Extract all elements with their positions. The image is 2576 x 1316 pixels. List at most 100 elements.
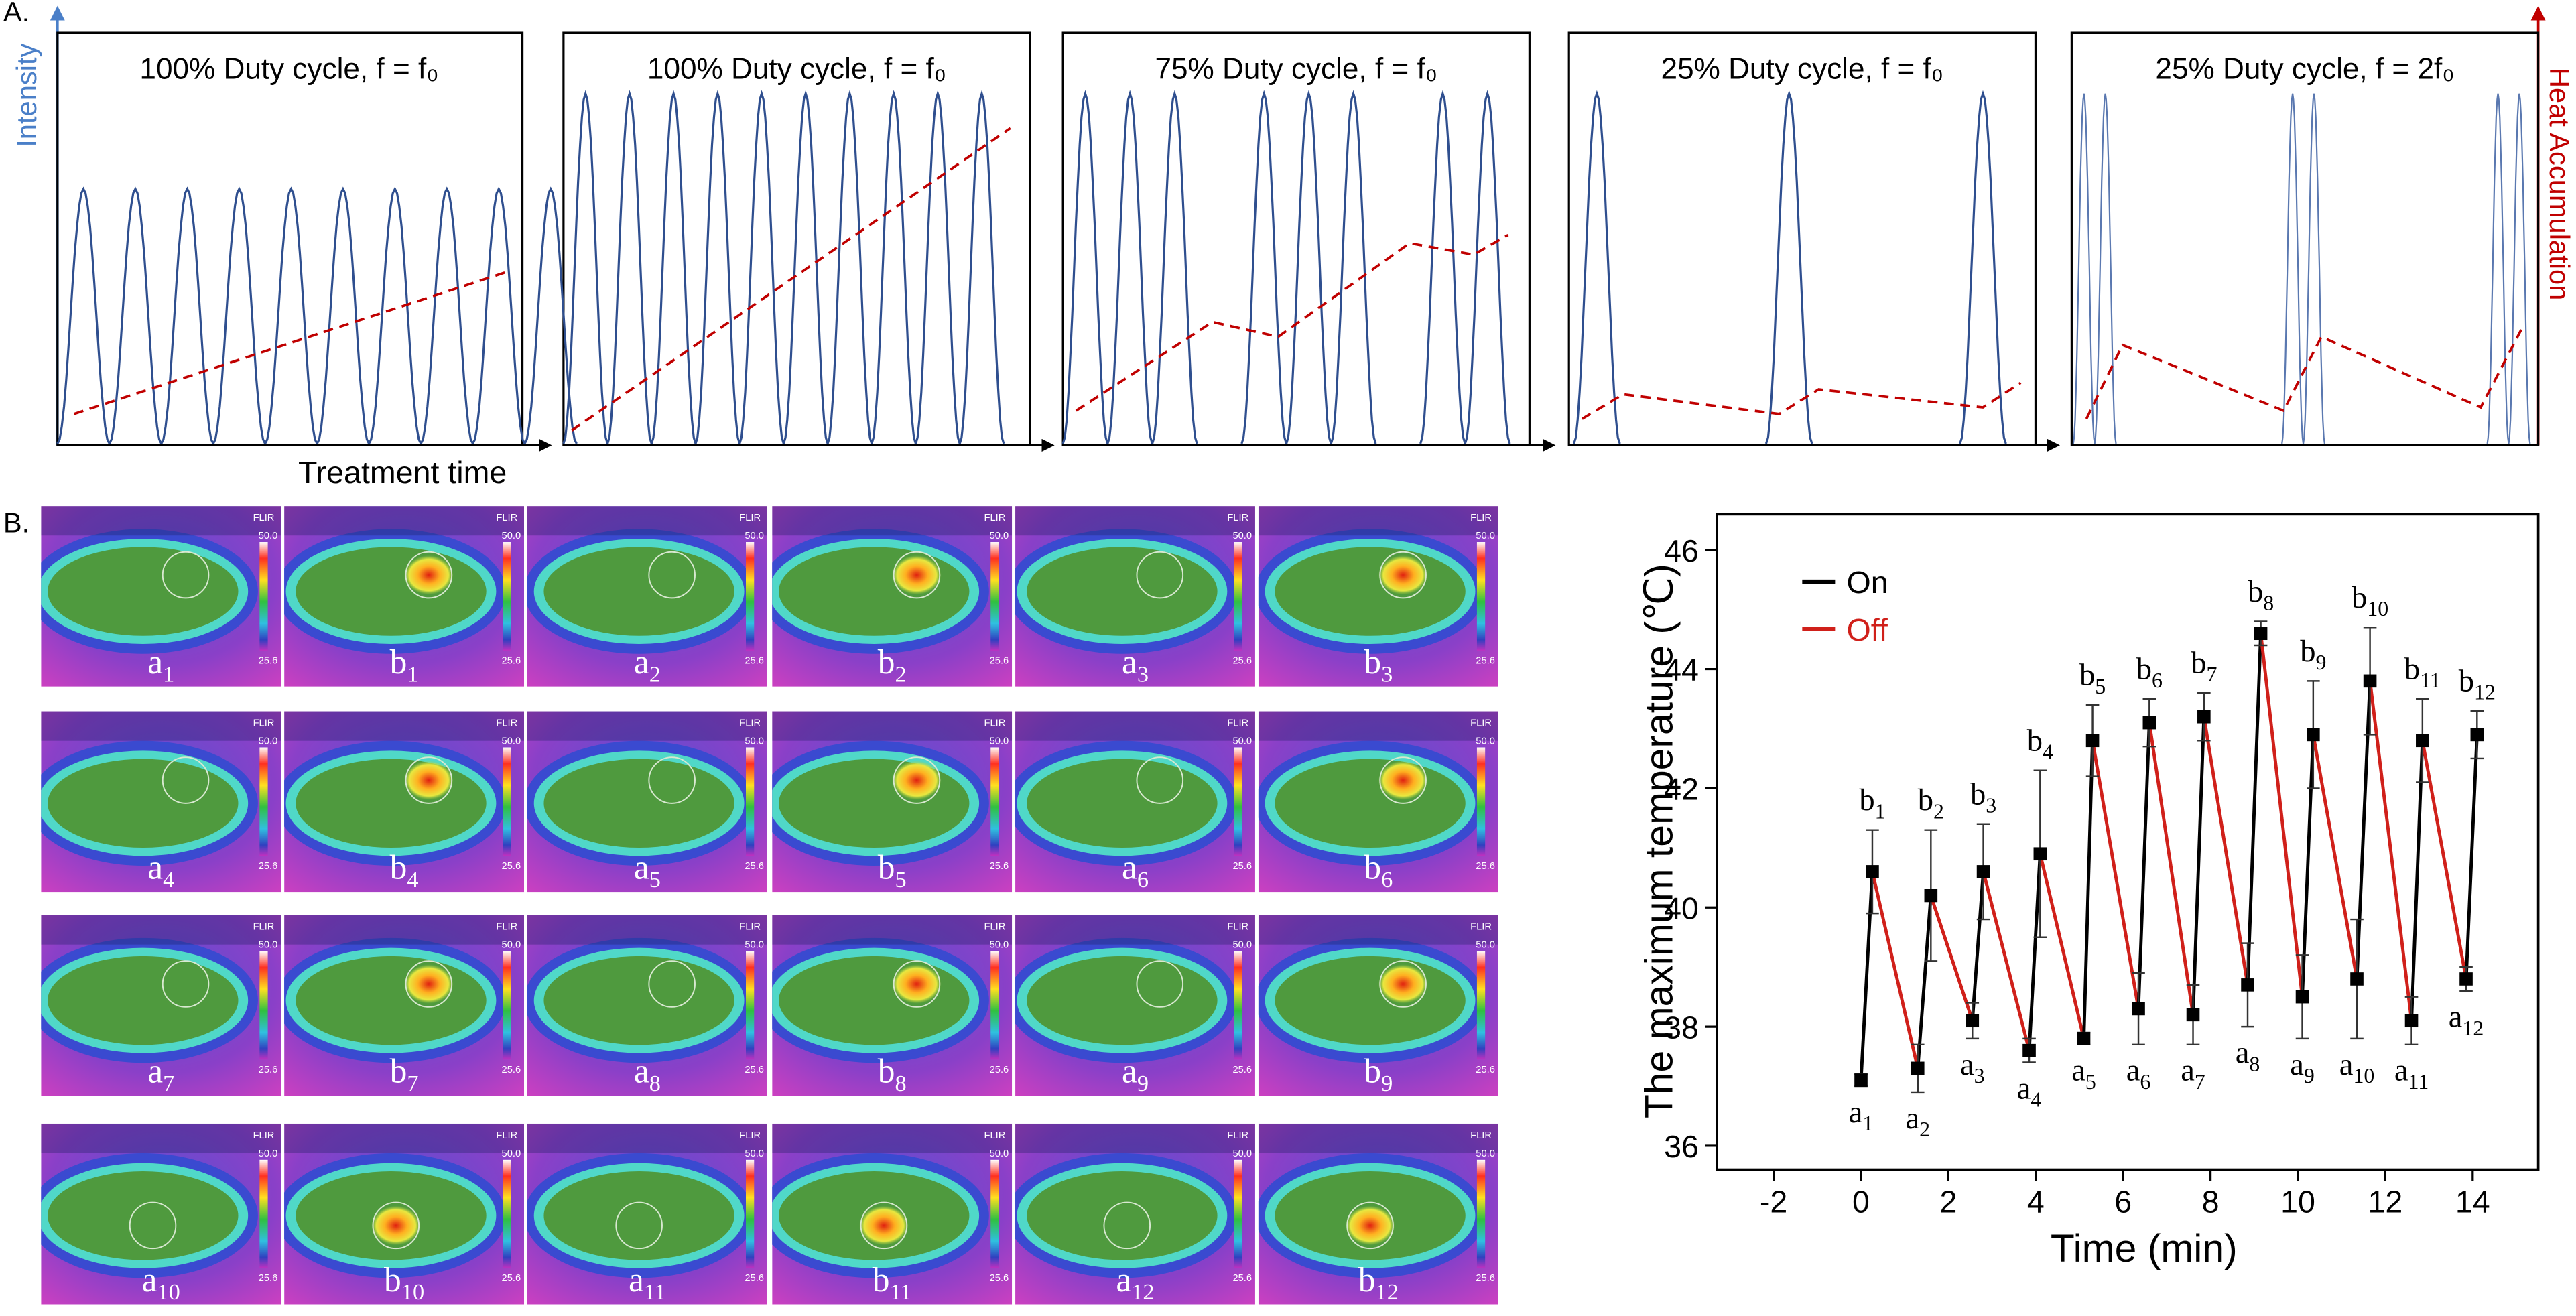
label-subscript: 5: [895, 867, 906, 893]
colorbar-min: 25.6: [1232, 861, 1252, 872]
segment: [2464, 734, 2479, 980]
body: [543, 1171, 734, 1260]
y-tick-label: 44: [1664, 653, 1699, 687]
colorbar-max: 50.0: [990, 736, 1009, 747]
segment: [2027, 854, 2042, 1051]
y-tick-label: 42: [1664, 772, 1699, 807]
legend-label: On: [1847, 565, 1888, 600]
marker: [2241, 978, 2254, 992]
body: [48, 547, 239, 636]
colorbar-min: 25.6: [745, 1273, 764, 1284]
marker: [1976, 865, 1990, 878]
label-subscript: 7: [2207, 663, 2217, 686]
body: [779, 547, 970, 636]
label-subscript: 8: [2263, 591, 2274, 614]
label-letter: a: [634, 849, 649, 887]
label-letter: a: [2071, 1054, 2085, 1088]
colorbar-min: 25.6: [502, 1065, 521, 1075]
brand: FLIR: [1470, 1130, 1492, 1141]
image-label: b9: [1364, 1053, 1393, 1096]
colorbar: [745, 951, 755, 1060]
brand: FLIR: [496, 922, 517, 933]
roi-circle: [405, 960, 453, 1008]
body: [1027, 956, 1218, 1045]
colorbar-max: 50.0: [990, 940, 1009, 951]
label-subscript: 8: [895, 1071, 906, 1096]
x-tick-label: 2: [1939, 1184, 1957, 1219]
colorbar: [990, 542, 999, 651]
label-subscript: 8: [2249, 1052, 2260, 1075]
y-axis-title: The maximum temperature (℃): [1638, 564, 1681, 1118]
label-subscript: 11: [890, 1279, 912, 1305]
colorbar: [1234, 747, 1242, 856]
hot-spot: [892, 964, 942, 1004]
label-subscript: 11: [2408, 1070, 2429, 1094]
segment: [1859, 871, 1874, 1081]
image-label: b5: [878, 849, 907, 893]
brand: FLIR: [1470, 922, 1492, 933]
point-label: b9: [2300, 635, 2326, 674]
label-subscript: 9: [2316, 651, 2327, 674]
colorbar: [259, 1159, 268, 1268]
colorbar-max: 50.0: [745, 940, 764, 951]
segment: [2202, 716, 2250, 986]
hot-spot: [404, 964, 454, 1004]
label-subscript: 1: [1875, 800, 1886, 824]
marker: [2416, 734, 2429, 748]
colorbar: [745, 747, 755, 856]
brand: FLIR: [496, 1130, 517, 1141]
roi-circle: [648, 551, 696, 599]
colorbar: [259, 951, 268, 1060]
label-subscript: 1: [163, 661, 174, 687]
brand: FLIR: [739, 718, 761, 729]
thermal-image: FLIR 50.0 25.6: [41, 506, 281, 687]
marker: [2033, 847, 2047, 861]
body: [543, 547, 734, 636]
header-bar: [772, 711, 1013, 741]
marker: [1911, 1061, 1925, 1075]
segment: [2038, 853, 2085, 1039]
body: [1275, 759, 1466, 848]
colorbar-max: 50.0: [745, 531, 764, 541]
label-letter: b: [2248, 575, 2263, 609]
colorbar-max: 50.0: [1476, 531, 1495, 541]
label-subscript: 11: [644, 1279, 666, 1305]
x-axis-title: Time (min): [2051, 1227, 2238, 1270]
label-letter: b: [390, 643, 407, 681]
header-bar: [284, 711, 525, 741]
colorbar: [1476, 1159, 1486, 1268]
label-letter: b: [873, 1261, 890, 1299]
image-label: a1: [147, 643, 174, 687]
label-letter: b: [878, 1053, 895, 1091]
image-label: a10: [142, 1261, 180, 1305]
label-letter: b: [1970, 777, 1986, 811]
label-letter: a: [147, 1053, 163, 1091]
colorbar-min: 25.6: [1232, 1065, 1252, 1075]
colorbar-max: 50.0: [1476, 940, 1495, 951]
colorbar: [745, 1159, 755, 1268]
x-tick-label: 14: [2455, 1184, 2490, 1219]
image-label: b1: [390, 643, 419, 687]
point-label: a6: [2126, 1054, 2151, 1094]
roi-circle: [1379, 551, 1427, 599]
point-label: b6: [2136, 653, 2163, 692]
label-subscript: 10: [2367, 597, 2388, 620]
chart: Time (min) The maximum temperature (℃) -…: [1638, 513, 2540, 1270]
colorbar-min: 25.6: [502, 861, 521, 872]
point-label: b5: [2079, 659, 2106, 698]
label-subscript: 7: [163, 1071, 174, 1096]
brand: FLIR: [1470, 513, 1492, 523]
marker: [2022, 1043, 2036, 1057]
label-subscript: 11: [2420, 669, 2441, 692]
label-subscript: 9: [2304, 1064, 2315, 1088]
header-bar: [1258, 711, 1498, 741]
image-label: a3: [1122, 643, 1149, 687]
roi-circle: [893, 756, 941, 804]
plot-frame: [1716, 513, 2540, 1171]
point-label: a12: [2449, 1000, 2484, 1040]
image-label: b6: [1364, 849, 1393, 893]
segment: [2136, 722, 2151, 1009]
marker: [2363, 674, 2377, 688]
roi-circle: [893, 960, 941, 1008]
label-subscript: 10: [157, 1279, 180, 1305]
